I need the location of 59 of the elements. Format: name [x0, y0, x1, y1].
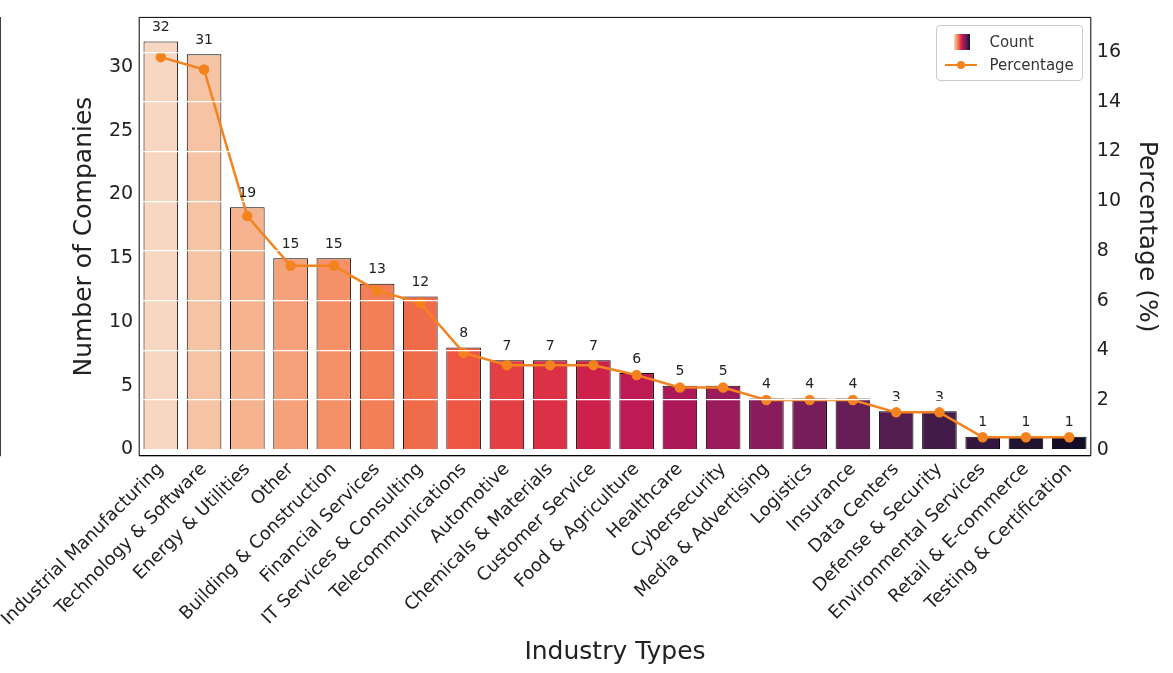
point [934, 407, 945, 418]
point [242, 210, 253, 222]
point [588, 359, 599, 371]
y-tick-label: 5 [121, 372, 134, 395]
legend-label: Count [989, 32, 1034, 51]
data-label: 7 [502, 336, 512, 353]
point [285, 260, 296, 272]
data-label: 8 [459, 324, 469, 341]
data-label: 1 [978, 413, 988, 430]
y-tick-label: 30 [109, 54, 134, 77]
y-tick-label: 10 [109, 308, 134, 331]
data-label: 4 [805, 375, 815, 392]
data-label: 31 [195, 31, 213, 47]
point [198, 64, 210, 75]
point [415, 297, 426, 309]
data-label: 15 [281, 234, 300, 251]
y2-tick-label: 6 [1096, 287, 1109, 310]
data-label: 7 [588, 336, 598, 353]
y2-tick-label: 8 [1096, 237, 1109, 260]
y2-tick-label: 2 [1096, 386, 1109, 409]
x-axis-title: Industry Types [524, 635, 706, 665]
data-label: 6 [632, 349, 642, 366]
point [890, 407, 902, 418]
y-tick-label: 20 [109, 181, 134, 204]
point [501, 359, 513, 371]
point [717, 382, 729, 393]
point [371, 285, 383, 296]
data-label: 4 [848, 375, 858, 392]
data-label: 1 [1021, 413, 1031, 430]
data-label: 1 [1064, 413, 1074, 430]
data-label: 5 [718, 362, 728, 379]
y-tick-label: 25 [109, 117, 134, 140]
point [328, 260, 340, 272]
point [847, 394, 859, 406]
point [544, 359, 556, 371]
y2-axis-title: Percentage (%) [1133, 140, 1163, 333]
data-label: 7 [545, 336, 555, 353]
point [977, 431, 988, 443]
y2-tick-label: 10 [1096, 188, 1122, 211]
data-label: 15 [324, 234, 343, 251]
data-label: 5 [675, 362, 685, 379]
y2-tick-label: 4 [1096, 337, 1109, 360]
data-label: 4 [761, 375, 771, 392]
y2-tick-label: 0 [1096, 436, 1109, 459]
y-tick-label: 0 [121, 436, 134, 459]
point [761, 394, 772, 406]
y2-tick-label: 12 [1096, 138, 1122, 161]
legend-label: Percentage [989, 55, 1074, 74]
data-label: 32 [151, 18, 170, 35]
point [674, 382, 686, 393]
y2-tick-label: 16 [1096, 39, 1122, 62]
point [458, 347, 469, 358]
y-axis-title: Number of Companies [67, 96, 97, 377]
data-label: 12 [411, 273, 430, 290]
point [1020, 431, 1032, 443]
y-tick-label: 15 [109, 245, 134, 268]
y2-tick-label: 14 [1096, 88, 1122, 111]
data-label: 13 [368, 260, 387, 277]
point [631, 369, 642, 381]
